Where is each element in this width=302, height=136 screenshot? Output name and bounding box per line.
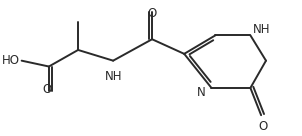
Text: O: O	[259, 120, 268, 133]
Text: O: O	[42, 83, 52, 96]
Text: NH: NH	[104, 70, 122, 83]
Text: N: N	[197, 86, 206, 99]
Text: HO: HO	[2, 54, 20, 67]
Text: NH: NH	[253, 23, 271, 36]
Text: O: O	[147, 7, 157, 20]
